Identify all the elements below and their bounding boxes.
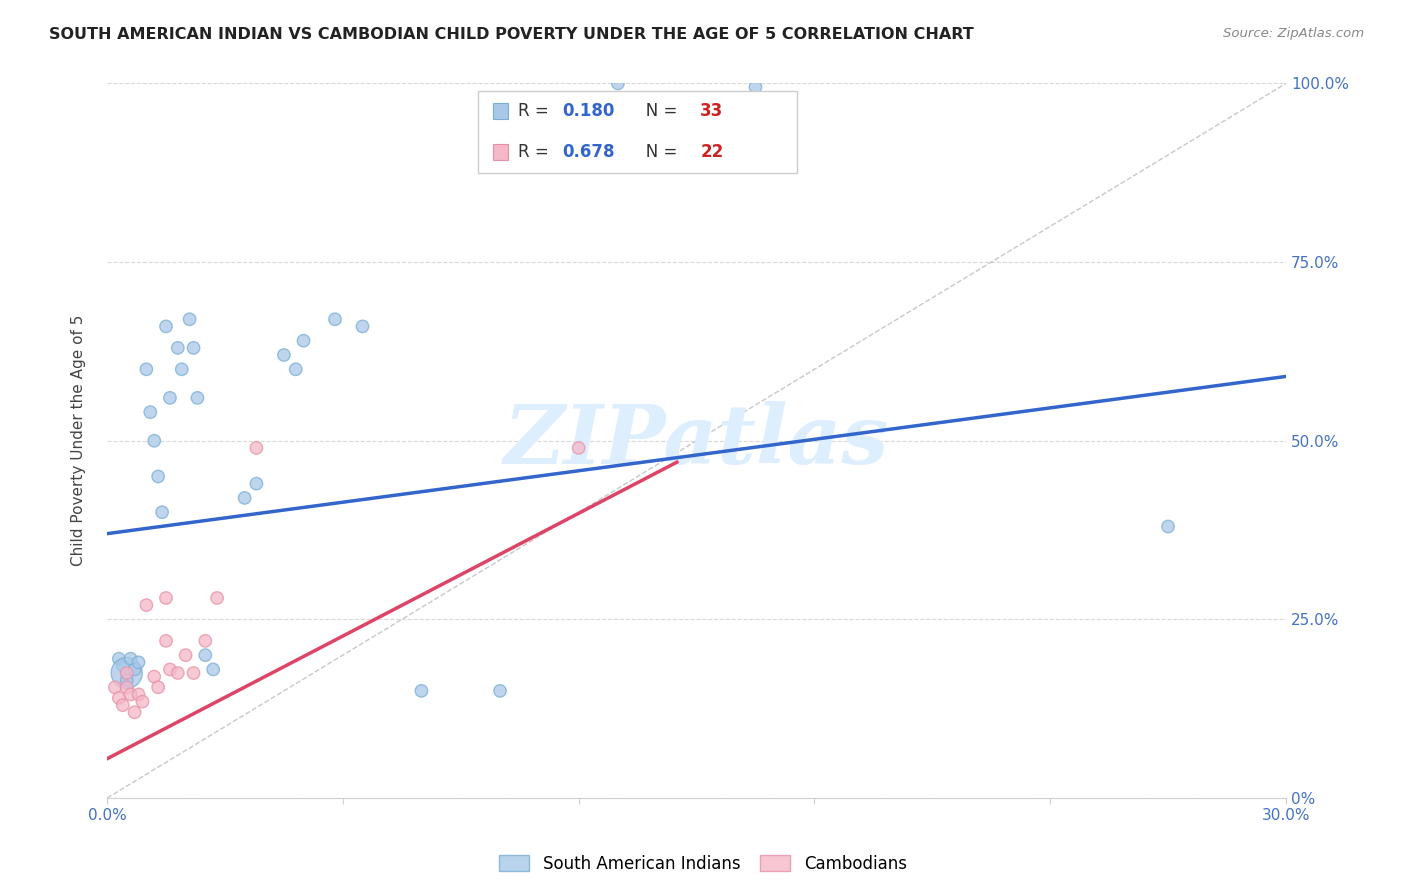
Point [111, 658, 134, 673]
Text: ZIPatlas: ZIPatlas [503, 401, 889, 481]
Point [352, 319, 374, 334]
FancyBboxPatch shape [492, 103, 508, 119]
Text: R =: R = [517, 102, 554, 120]
Point [245, 476, 267, 491]
Point [108, 691, 131, 706]
Legend: South American Indians, Cambodians: South American Indians, Cambodians [492, 848, 914, 880]
Text: 33: 33 [700, 102, 724, 120]
Text: SOUTH AMERICAN INDIAN VS CAMBODIAN CHILD POVERTY UNDER THE AGE OF 5 CORRELATION : SOUTH AMERICAN INDIAN VS CAMBODIAN CHILD… [49, 27, 974, 42]
Point [124, 662, 146, 676]
Point [159, 391, 181, 405]
Point [744, 80, 766, 95]
Text: N =: N = [630, 102, 682, 120]
Point [155, 319, 177, 334]
Point [115, 665, 138, 680]
Point [202, 662, 225, 676]
Point [183, 341, 205, 355]
Text: R =: R = [517, 144, 554, 161]
Point [143, 669, 166, 683]
Point [233, 491, 256, 505]
Point [411, 684, 433, 698]
Text: Source: ZipAtlas.com: Source: ZipAtlas.com [1223, 27, 1364, 40]
Point [155, 591, 177, 605]
Y-axis label: Child Poverty Under the Age of 5: Child Poverty Under the Age of 5 [72, 315, 86, 566]
Point [1157, 519, 1180, 533]
Point [166, 665, 188, 680]
Point [135, 598, 157, 612]
Point [489, 684, 512, 698]
Point [186, 391, 208, 405]
Point [155, 633, 177, 648]
Point [284, 362, 307, 376]
FancyBboxPatch shape [492, 145, 508, 160]
Point [115, 673, 138, 688]
Point [128, 688, 150, 702]
Text: N =: N = [630, 144, 682, 161]
Point [273, 348, 295, 362]
Point [120, 688, 142, 702]
Point [131, 695, 153, 709]
Point [139, 405, 162, 419]
Point [124, 706, 146, 720]
Point [183, 665, 205, 680]
Point [111, 698, 134, 713]
Text: 0.678: 0.678 [562, 144, 614, 161]
Point [245, 441, 267, 455]
Point [135, 362, 157, 376]
Point [568, 441, 591, 455]
Point [128, 655, 150, 669]
Point [104, 681, 127, 695]
Point [120, 651, 142, 665]
Point [194, 633, 217, 648]
Point [166, 341, 188, 355]
Point [174, 648, 197, 662]
Point [146, 469, 169, 483]
Text: 0.180: 0.180 [562, 102, 614, 120]
Point [170, 362, 193, 376]
Point [115, 665, 138, 680]
Point [179, 312, 201, 326]
Point [108, 651, 131, 665]
Point [150, 505, 173, 519]
Point [606, 77, 628, 91]
Point [115, 681, 138, 695]
Text: 22: 22 [700, 144, 724, 161]
Point [292, 334, 315, 348]
Point [159, 662, 181, 676]
Point [194, 648, 217, 662]
Point [146, 681, 169, 695]
Point [205, 591, 228, 605]
FancyBboxPatch shape [478, 91, 797, 173]
Point [323, 312, 346, 326]
Point [143, 434, 166, 448]
